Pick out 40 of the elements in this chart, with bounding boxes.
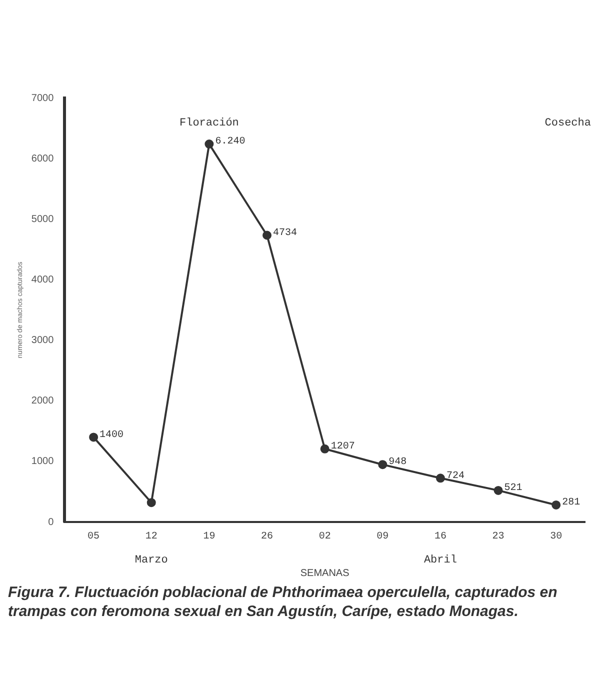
- data-label: 6.240: [215, 136, 246, 148]
- x-tick-label: 02: [318, 532, 331, 543]
- data-label: 1400: [100, 430, 124, 441]
- point: [378, 460, 388, 470]
- text: Marzo: [134, 554, 168, 566]
- x-tick-label: 26: [261, 532, 274, 543]
- text: Figura 7. Fluctuación poblacional de Phthorimaea operculella, capturados en trampas con feromona sexual en San Agustín, Carípe, estado Monagas.: [8, 583, 558, 621]
- x-tick-label: 16: [434, 532, 446, 543]
- x-tick-label: 19: [203, 532, 216, 543]
- y-tick-label: 2000: [31, 396, 54, 407]
- point: [204, 140, 214, 149]
- y-tick-label: 5000: [31, 214, 54, 225]
- data-label: 281: [562, 498, 580, 509]
- point: [552, 500, 561, 510]
- data-label: 948: [388, 457, 407, 468]
- x-tick-label: 23: [492, 532, 504, 543]
- y-tick-label: 0: [48, 516, 54, 528]
- x-tick-label: 09: [376, 532, 389, 543]
- annotation: Cosecha: [544, 118, 592, 130]
- y-tick-label: 6000: [31, 153, 54, 164]
- y-tick-label: 7000: [31, 92, 54, 104]
- text: Abril: [424, 554, 457, 566]
- x-tick-label: 05: [88, 532, 100, 543]
- y-tick-label: 1000: [31, 456, 54, 468]
- data-label: 521: [504, 483, 522, 494]
- x-tick-label: 12: [145, 532, 158, 543]
- x-axis-title: SEMANAS: [300, 568, 350, 579]
- point: [89, 432, 98, 442]
- y-tick-label: 4000: [31, 274, 54, 286]
- x-tick-label: 30: [550, 532, 562, 543]
- point: [494, 486, 503, 495]
- y-tick-label: 3000: [31, 335, 54, 346]
- annotation: Floración: [179, 118, 239, 130]
- data-label: 724: [446, 470, 464, 482]
- data-label: 4734: [273, 228, 298, 239]
- point: [146, 498, 156, 508]
- point: [436, 474, 445, 483]
- point: [262, 230, 272, 240]
- data-label: 1207: [330, 442, 355, 453]
- point: [320, 444, 330, 454]
